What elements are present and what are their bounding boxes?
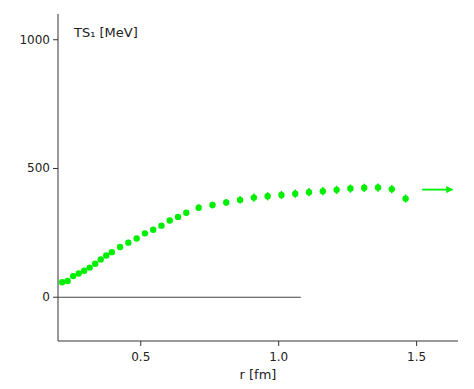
reference-line — [58, 297, 301, 298]
data-point — [306, 189, 312, 195]
data-point — [70, 273, 76, 279]
data-point — [59, 279, 65, 285]
data-point — [333, 187, 339, 193]
data-point — [375, 184, 381, 190]
data-point — [133, 235, 139, 241]
y-tick — [53, 168, 58, 169]
x-tick — [416, 341, 417, 346]
x-tick-label: 1.5 — [407, 350, 426, 364]
x-tick — [278, 341, 279, 346]
data-point — [142, 230, 148, 236]
data-point — [75, 270, 81, 276]
data-point — [167, 217, 173, 223]
data-point — [402, 195, 408, 201]
data-point — [223, 199, 229, 205]
y-tick — [53, 39, 58, 40]
x-axis-line — [58, 341, 458, 342]
data-point — [117, 244, 123, 250]
chart: 0.5 1.0 1.5 0 500 1000 r [fm] TS₁ [MeV] — [0, 0, 474, 389]
data-point — [183, 210, 189, 216]
data-point — [64, 278, 70, 284]
data-point — [125, 239, 131, 245]
title: TS₁ [MeV] — [73, 25, 138, 40]
axes: 0.5 1.0 1.5 0 500 1000 — [19, 14, 458, 364]
y-tick-label: 500 — [27, 161, 50, 175]
data-point — [150, 227, 156, 233]
data-point — [264, 193, 270, 199]
data-point — [278, 192, 284, 198]
plot-area — [58, 183, 452, 297]
y-axis-line — [58, 14, 59, 341]
data-point — [158, 222, 164, 228]
data-point — [81, 268, 87, 274]
data-point — [347, 185, 353, 191]
data-point — [320, 188, 326, 194]
x-tick — [140, 341, 141, 346]
data-point — [103, 252, 109, 258]
data-point — [361, 185, 367, 191]
data-point — [389, 186, 395, 192]
data-point — [292, 191, 298, 197]
y-tick — [53, 297, 58, 298]
data-point — [98, 256, 104, 262]
data-point — [92, 261, 98, 267]
arrow — [422, 189, 452, 191]
data-point — [175, 214, 181, 220]
data-point — [109, 249, 115, 255]
y-tick-label: 1000 — [19, 33, 50, 47]
x-tick-label: 1.0 — [269, 350, 288, 364]
data-point — [251, 194, 257, 200]
data-point — [237, 197, 243, 203]
data-point — [195, 204, 201, 210]
y-tick-label: 0 — [42, 290, 50, 304]
data-point — [209, 202, 215, 208]
x-tick-label: 0.5 — [131, 350, 150, 364]
x-axis-label: r [fm] — [240, 367, 277, 382]
data-point — [87, 264, 93, 270]
